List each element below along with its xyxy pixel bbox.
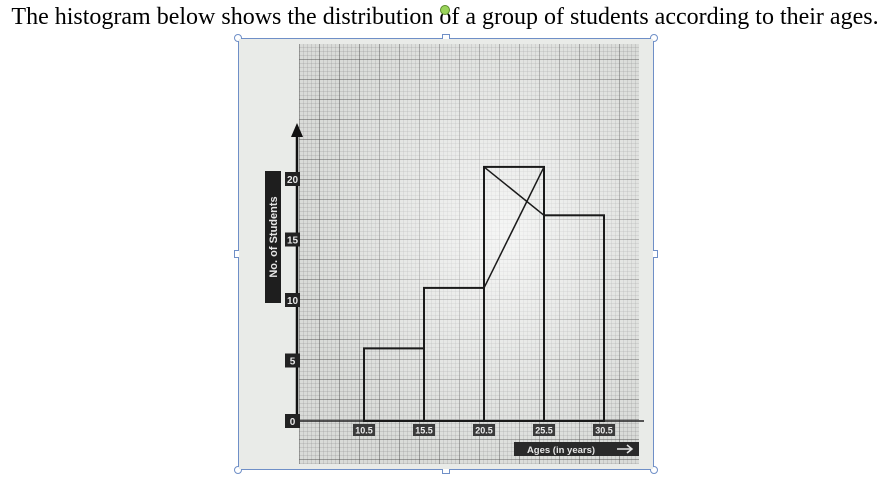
y-tick-label: 10 xyxy=(287,296,299,307)
y-tick-box xyxy=(285,172,300,186)
x-tick-label: 10.5 xyxy=(355,426,373,436)
histogram-photo: 0 5 10 15 20 No. of Students 10.5 15.5 20.5 25.5 3… xyxy=(239,39,653,469)
y-tick-label: 5 xyxy=(290,357,296,368)
histogram-bar xyxy=(543,214,605,422)
y-tick-box xyxy=(285,232,300,247)
x-tick-label: 15.5 xyxy=(415,426,433,436)
y-axis-title-box xyxy=(265,171,281,303)
resize-handle-bottom-left[interactable] xyxy=(234,466,242,474)
photo-glare xyxy=(299,44,639,464)
y-axis-arrow xyxy=(291,123,303,137)
x-axis-arrow xyxy=(617,444,634,454)
rotation-handle[interactable] xyxy=(440,5,450,15)
y-tick-box xyxy=(285,414,300,428)
mode-construction-line xyxy=(483,166,545,216)
x-tick-label: 30.5 xyxy=(595,426,613,436)
y-tick-box xyxy=(285,353,300,368)
y-tick-label: 15 xyxy=(287,236,299,247)
x-axis-title-box xyxy=(514,442,639,456)
x-tick-box xyxy=(353,424,375,436)
resize-handle-bottom-right[interactable] xyxy=(650,466,658,474)
x-tick-label: 20.5 xyxy=(475,426,493,436)
resize-handle-top-right[interactable] xyxy=(650,34,658,42)
x-tick-box xyxy=(593,424,615,436)
x-tick-box xyxy=(413,424,435,436)
y-tick-label: 20 xyxy=(287,175,299,186)
x-tick-label: 25.5 xyxy=(535,426,553,436)
resize-handle-top-left[interactable] xyxy=(234,34,242,42)
mode-construction-line xyxy=(483,166,545,289)
y-tick-box xyxy=(285,293,300,307)
x-tick-box xyxy=(473,424,495,436)
x-axis-title: Ages (in years) xyxy=(527,445,595,456)
y-tick-label: 0 xyxy=(290,417,296,428)
x-tick-box xyxy=(533,424,555,436)
y-axis-title: No. of Students xyxy=(268,196,280,277)
